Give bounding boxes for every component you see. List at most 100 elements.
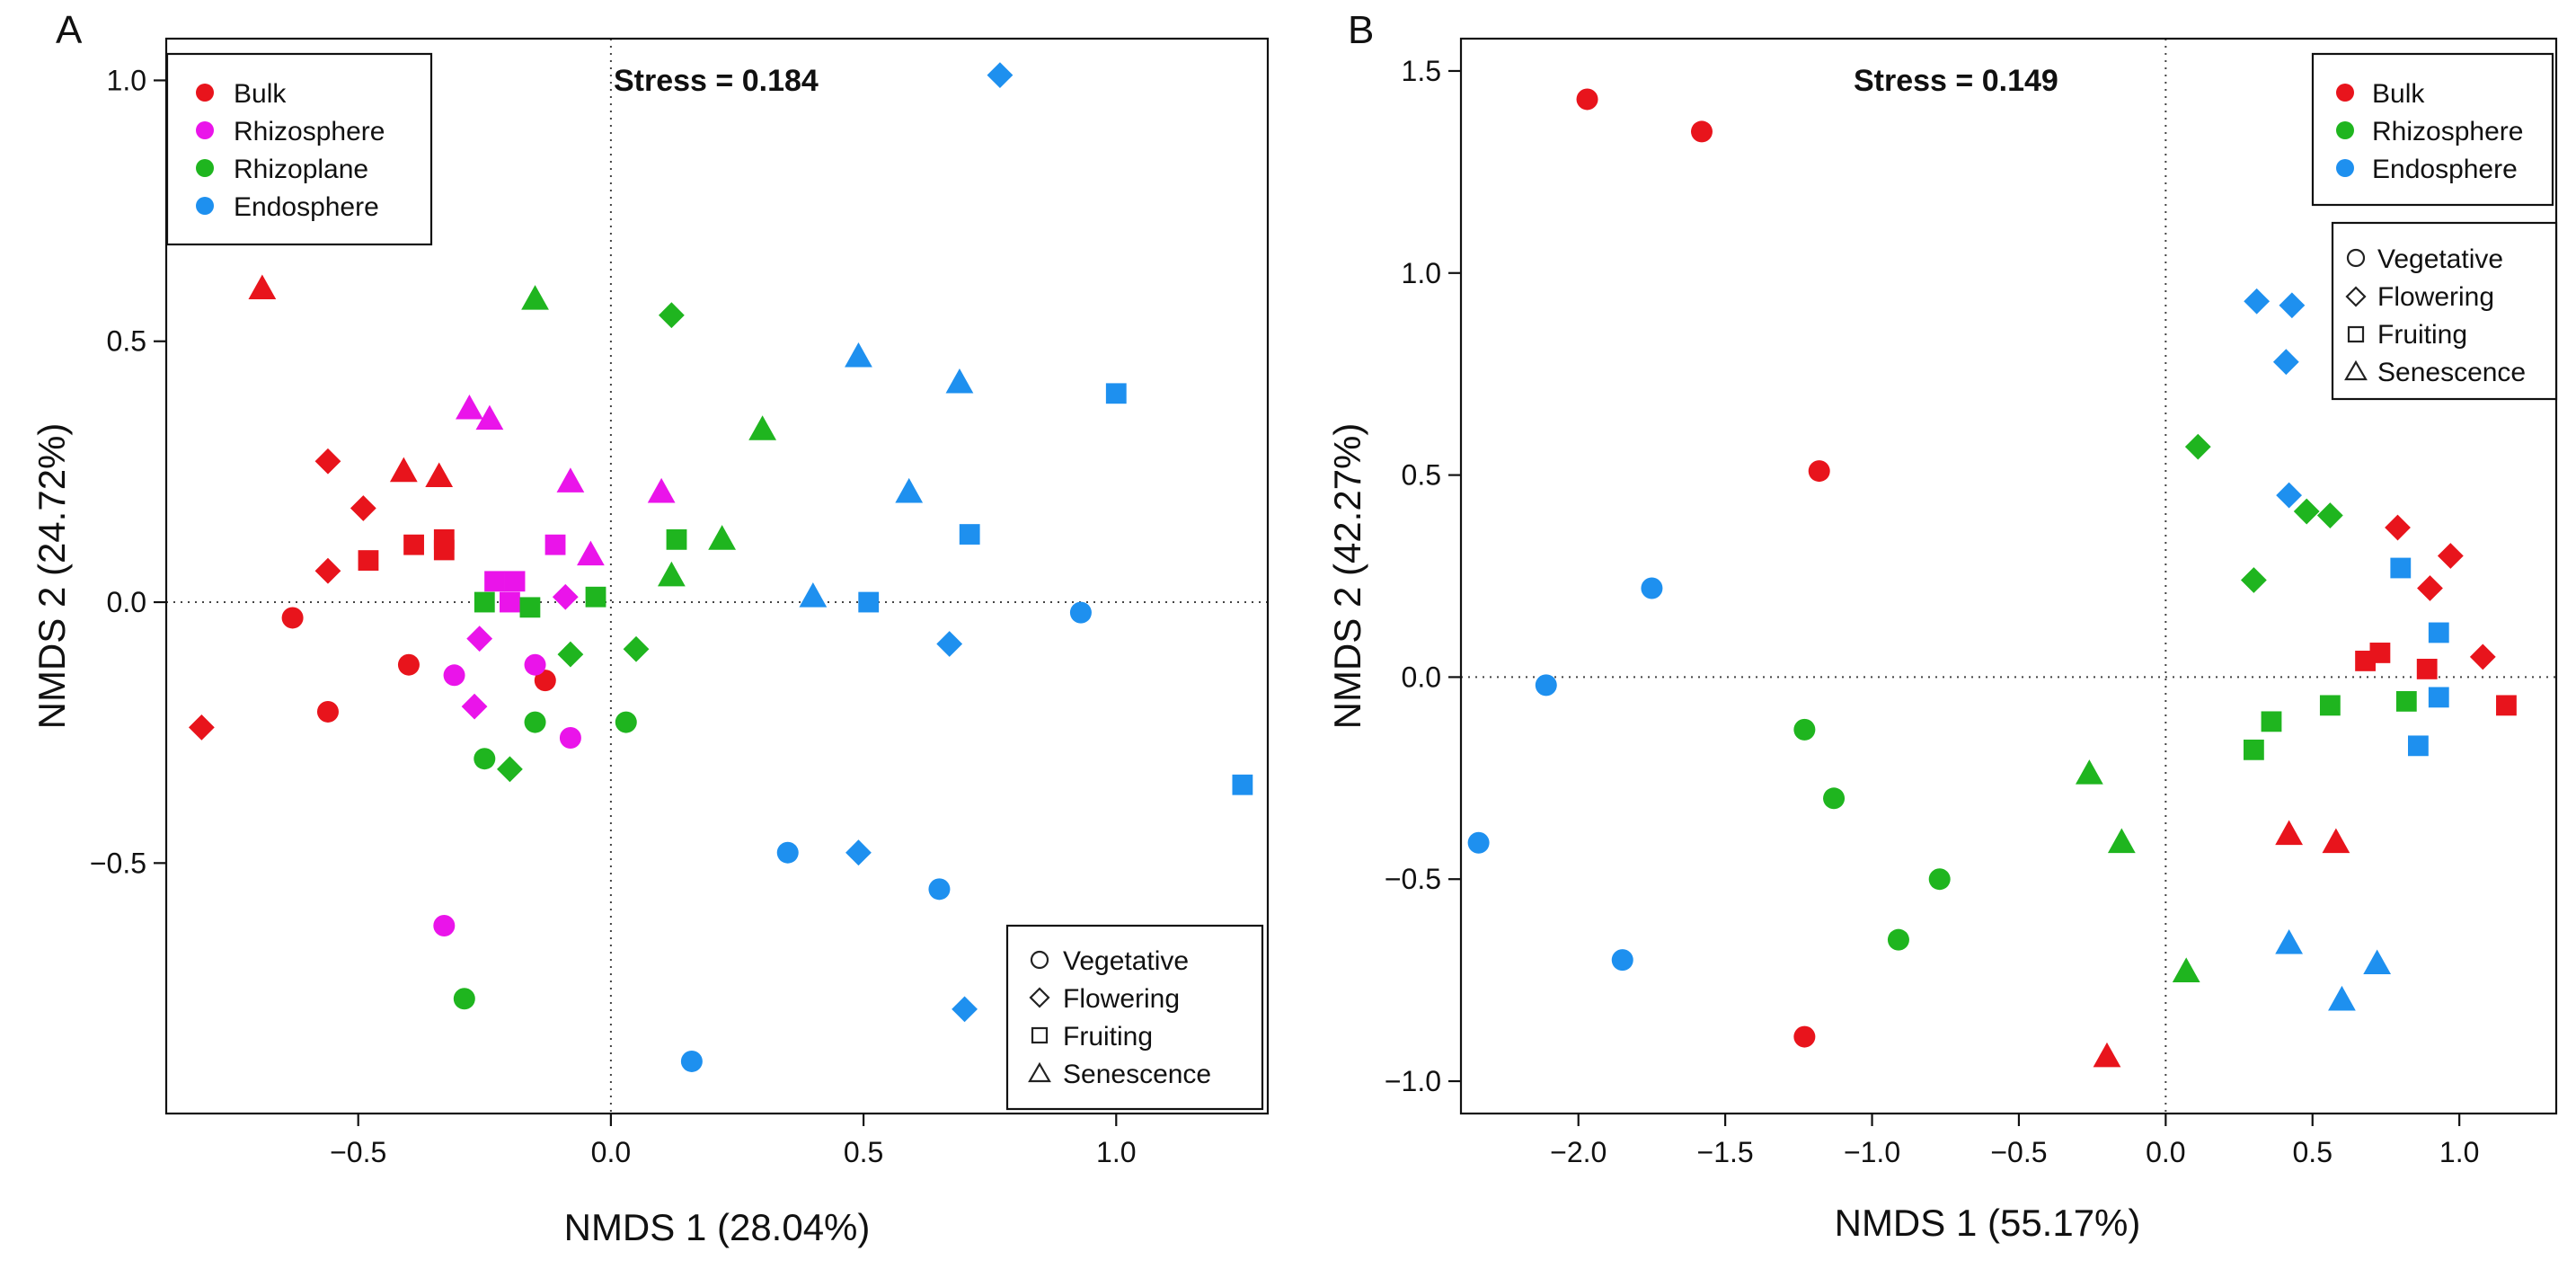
point-rhizosphere-fruiting [544, 534, 566, 555]
legend-label-bulk: Bulk [2372, 79, 2425, 109]
point-endosphere-flowering [2272, 349, 2299, 376]
point-rhizoplane-senescence [748, 415, 777, 440]
panel-a-y-axis-label: NMDS 2 (24.72%) [31, 423, 73, 730]
point-endosphere-senescence [895, 477, 924, 503]
point-rhizosphere-flowering [552, 583, 579, 610]
point-bulk-vegetative [316, 700, 339, 723]
legend-square-icon [2347, 325, 2365, 343]
x-tick-label: 1.0 [2439, 1136, 2479, 1168]
point-bulk-flowering [314, 557, 341, 584]
y-tick-label: −1.0 [1385, 1065, 1441, 1097]
point-bulk-vegetative [1808, 460, 1830, 483]
point-rhizosphere-fruiting [2395, 690, 2417, 712]
legend-label-vegetative: Vegetative [1063, 946, 1189, 976]
panel-a-shape-legend-box [1005, 924, 1264, 1111]
point-endosphere-flowering [952, 996, 978, 1023]
point-rhizosphere-senescence [475, 404, 504, 430]
legend-swatch-rhizoplane [196, 159, 214, 177]
x-tick-label: −1.0 [1844, 1136, 1900, 1168]
point-bulk-flowering [2385, 514, 2411, 541]
legend-square-icon [1031, 1026, 1049, 1044]
point-bulk-vegetative [281, 607, 304, 629]
point-endosphere-flowering [936, 631, 963, 657]
y-tick-label: 1.0 [1402, 257, 1441, 289]
point-rhizoplane-flowering [557, 641, 584, 668]
point-rhizosphere-vegetative [1928, 868, 1951, 891]
panel-a-color-legend: Bulk Rhizosphere Rhizoplane Endosphere [165, 52, 433, 246]
point-endosphere-vegetative [1535, 674, 1557, 697]
point-rhizoplane-senescence [521, 285, 549, 310]
y-tick-label: 1.0 [107, 64, 146, 96]
panel-b-x-ticks: −2.0 −1.5 −1.0 −0.5 0.0 0.5 1.0 [1550, 1114, 2479, 1168]
point-rhizosphere-fruiting [2319, 695, 2341, 716]
panel-b-color-legend: Bulk Rhizosphere Endosphere [2311, 52, 2554, 207]
point-rhizoplane-senescence [708, 525, 737, 550]
legend-label-senescence: Senescence [2377, 358, 2526, 387]
legend-diamond-icon [2345, 286, 2367, 307]
legend-label-senescence: Senescence [1063, 1060, 1211, 1089]
legend-swatch-rhizosphere [196, 121, 214, 139]
point-rhizosphere-senescence [2107, 828, 2136, 854]
x-tick-label: 0.0 [591, 1136, 631, 1168]
legend-label-flowering: Flowering [2377, 282, 2494, 312]
point-rhizosphere-senescence [2075, 759, 2103, 785]
legend-circle-icon [1030, 950, 1049, 970]
point-endosphere-flowering [2279, 292, 2306, 319]
point-endosphere-senescence [2328, 985, 2356, 1011]
point-bulk-fruiting [433, 539, 455, 561]
panel-a-label: A [56, 8, 83, 52]
point-bulk-senescence [2093, 1042, 2121, 1068]
y-tick-label: 0.0 [107, 586, 146, 618]
point-bulk-flowering [2469, 643, 2496, 670]
point-endosphere-vegetative [680, 1050, 703, 1072]
y-tick-label: −0.5 [1385, 863, 1441, 895]
panel-b-plot-frame [1459, 37, 2558, 1115]
legend-label-rhizoplane: Rhizoplane [234, 155, 368, 184]
point-rhizosphere-fruiting [500, 591, 520, 613]
y-tick-label: 0.5 [107, 325, 146, 358]
point-bulk-flowering [2417, 575, 2443, 601]
point-endosphere-vegetative [1611, 949, 1633, 972]
point-endosphere-senescence [2363, 949, 2392, 974]
panel-b-points [1467, 88, 2517, 1068]
panel-b-shape-legend-box [2331, 221, 2558, 401]
x-tick-label: 1.0 [1096, 1136, 1136, 1168]
point-bulk-vegetative [1690, 120, 1713, 143]
x-tick-label: −0.5 [330, 1136, 386, 1168]
panel-a: A −0.5 0.0 0.5 1.0 −0.5 0.0 0.5 1.0 Stress = 0… [31, 8, 1270, 1248]
point-rhizosphere-flowering [466, 626, 493, 652]
point-endosphere-vegetative [928, 878, 951, 901]
panel-b-label: B [1348, 8, 1374, 52]
legend-diamond-icon [1029, 987, 1050, 1008]
legend-label-flowering: Flowering [1063, 984, 1180, 1014]
point-rhizosphere-fruiting [2261, 711, 2282, 732]
point-bulk-fruiting [2416, 659, 2438, 679]
panel-a-y-ticks: −0.5 0.0 0.5 1.0 [90, 64, 166, 879]
point-endosphere-senescence [945, 368, 974, 394]
point-rhizosphere-vegetative [1823, 787, 1846, 810]
point-rhizosphere-senescence [577, 540, 605, 566]
point-rhizoplane-flowering [497, 756, 523, 783]
point-rhizosphere-flowering [2293, 498, 2320, 525]
point-rhizoplane-flowering [658, 302, 685, 329]
point-endosphere-vegetative [1069, 601, 1092, 624]
legend-label-rhizosphere: Rhizosphere [2372, 117, 2523, 146]
point-rhizosphere-flowering [2240, 567, 2267, 593]
point-bulk-senescence [248, 274, 277, 300]
legend-label-rhizosphere: Rhizosphere [234, 117, 385, 146]
point-endosphere-vegetative [1467, 831, 1490, 854]
x-tick-label: −0.5 [1990, 1136, 2047, 1168]
point-endosphere-fruiting [2390, 557, 2412, 579]
point-rhizosphere-senescence [456, 395, 483, 420]
point-rhizoplane-vegetative [453, 988, 475, 1010]
point-bulk-vegetative [397, 653, 420, 676]
panel-b-y-axis-label: NMDS 2 (42.27%) [1326, 423, 1368, 730]
point-rhizosphere-senescence [647, 477, 676, 503]
point-endosphere-flowering [987, 62, 1014, 89]
point-rhizosphere-vegetative [1887, 928, 1909, 951]
point-rhizosphere-vegetative [1793, 718, 1816, 741]
point-rhizoplane-senescence [657, 561, 686, 587]
legend-swatch-bulk [196, 84, 214, 102]
point-rhizosphere-vegetative [559, 726, 581, 749]
